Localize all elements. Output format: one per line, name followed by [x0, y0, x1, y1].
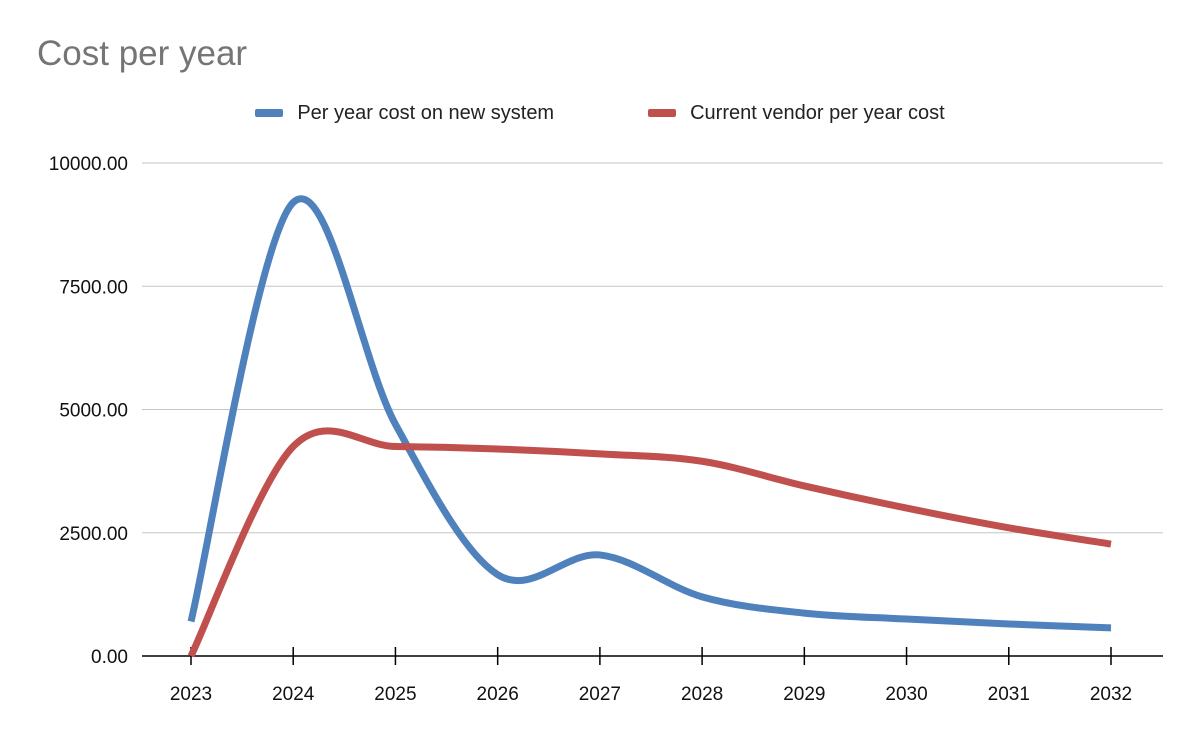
x-tick-label: 2026: [477, 684, 519, 705]
legend-swatch-current-vendor: [648, 109, 677, 117]
series-line-current-vendor: [187, 427, 1112, 658]
y-tick-label: 0.00: [91, 647, 128, 668]
legend: Per year cost on new system Current vend…: [0, 100, 1200, 126]
legend-item-new-system: Per year cost on new system: [255, 100, 554, 126]
legend-label-new-system: Per year cost on new system: [297, 101, 555, 124]
x-tick-label: 2030: [885, 684, 927, 705]
chart-title: Cost per year: [37, 34, 248, 73]
y-tick-label: 5000.00: [59, 401, 128, 422]
x-tick-label: 2028: [681, 684, 723, 705]
y-tick-label: 7500.00: [59, 277, 128, 298]
y-axis-tick-labels: 0.00 2500.00 5000.00 7500.00 10000.00: [49, 154, 128, 668]
x-axis: 2023 2024 2025 2026 2027 2028 2029 2030 2031 2032: [142, 647, 1163, 705]
legend-label-current-vendor: Current vendor per year cost: [690, 101, 945, 124]
x-tick-label: 2025: [374, 684, 416, 705]
x-tick-label: 2027: [579, 684, 621, 705]
x-tick-label: 2023: [170, 684, 212, 705]
x-tick-label: 2032: [1090, 684, 1132, 705]
y-tick-label: 10000.00: [49, 154, 128, 175]
x-tick-label: 2024: [272, 684, 315, 705]
legend-item-current-vendor: Current vendor per year cost: [648, 100, 945, 126]
series-line-new-system: [187, 195, 1112, 632]
series-lines: [187, 195, 1112, 658]
legend-swatch-new-system: [255, 109, 284, 117]
x-tick-label: 2031: [988, 684, 1030, 705]
gridlines: [142, 162, 1163, 534]
y-tick-label: 2500.00: [59, 524, 128, 545]
x-tick-label: 2029: [783, 684, 825, 705]
